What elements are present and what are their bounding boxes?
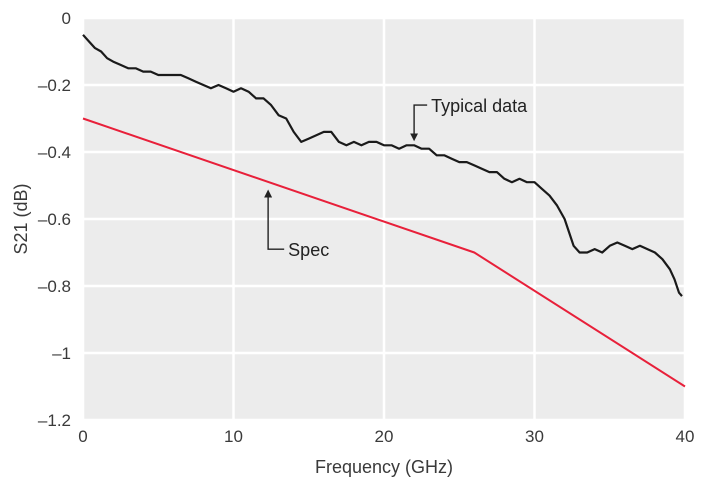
y-axis-label: S21 (dB) [11, 183, 31, 254]
y-tick-label: –1.2 [38, 411, 71, 430]
y-tick-label: –0.2 [38, 76, 71, 95]
y-tick-label: –0.8 [38, 277, 71, 296]
typical-data-line [82, 34, 683, 297]
axes: 0 10 20 30 40 0 –0.2 –0.4 –0.6 –0.8 –1 –1.2 [38, 9, 695, 446]
x-tick-label: 40 [676, 427, 695, 446]
typical-data-label: Typical data [431, 96, 528, 116]
y-tick-label: –1 [52, 344, 71, 363]
y-tick-label: –0.4 [38, 143, 71, 162]
series-layer [82, 34, 686, 388]
spec-line [82, 117, 686, 388]
y-tick-label: 0 [62, 9, 71, 28]
spec-label: Spec [288, 240, 329, 260]
y-tick-label: –0.6 [38, 210, 71, 229]
x-tick-label: 10 [224, 427, 243, 446]
x-axis-label: Frequency (GHz) [315, 457, 453, 477]
annotations: Typical data Spec [264, 96, 528, 260]
x-tick-label: 0 [78, 427, 87, 446]
spec-arrow [264, 189, 285, 250]
typical-data-arrow [410, 104, 428, 142]
x-tick-label: 30 [525, 427, 544, 446]
x-tick-label: 20 [375, 427, 394, 446]
